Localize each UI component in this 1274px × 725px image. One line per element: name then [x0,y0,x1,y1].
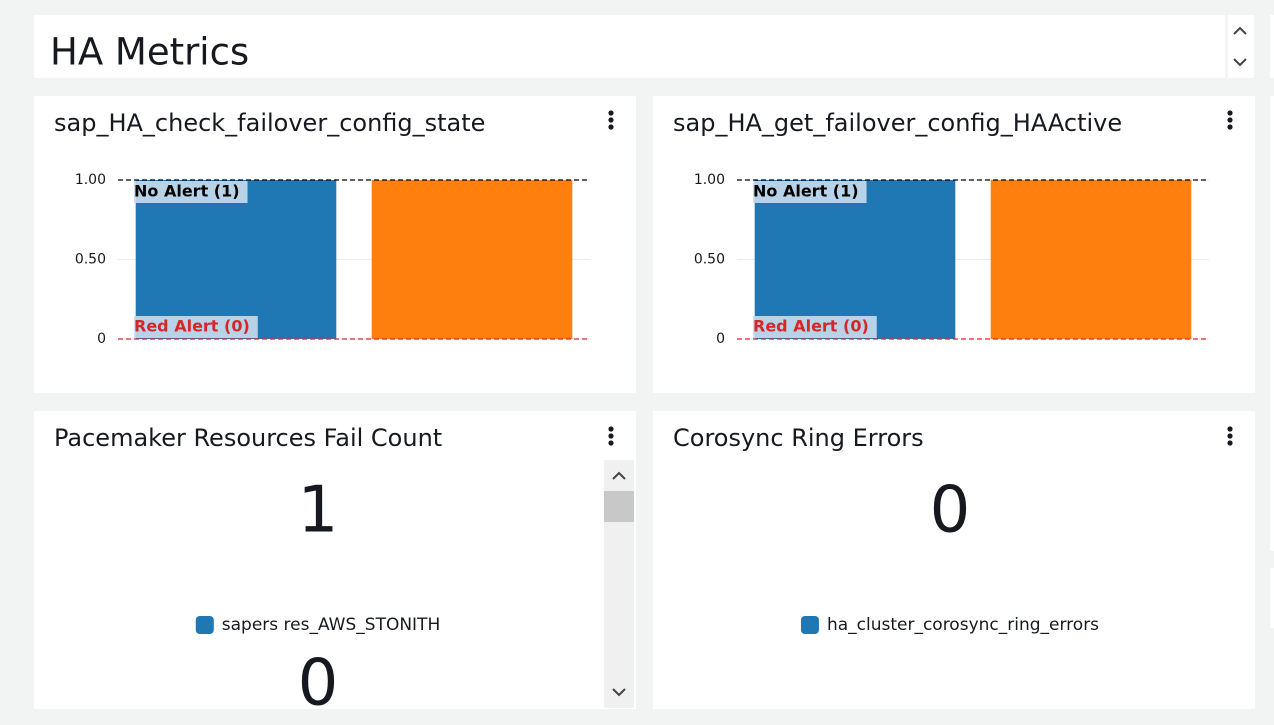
widget-title: Pacemaker Resources Fail Count [54,424,442,452]
menu-dot [608,117,614,123]
edge-panel [1270,568,1274,628]
bar [990,180,1192,339]
scrollbar-thumb [604,491,634,522]
scroll-down[interactable] [1233,58,1247,67]
threshold-label: No Alert (1) [753,182,859,201]
widget-content: 0 ha_cluster_corosync_ring_errors [800,474,1099,635]
page-title: HA Metrics [50,31,249,74]
menu-dot [1227,117,1233,123]
menu-dot [608,426,614,432]
y-tick-label: 1.00 [694,172,725,188]
scroll-up[interactable] [612,471,626,480]
menu-dot [1227,124,1233,130]
legend-swatch [195,616,214,634]
header-scrollbar [1228,15,1254,78]
scroll-up[interactable] [1233,26,1247,35]
y-tick-label: 0.50 [694,252,725,268]
menu-dot [1227,426,1233,432]
menu-dot [608,124,614,130]
stat-value: 0 [930,474,971,548]
header-panel [34,15,1225,78]
menu-dot [1227,110,1233,116]
bar [754,180,956,339]
legend-swatch [800,616,819,634]
legend-label: ha_cluster_corosync_ring_errors [827,615,1099,635]
edge-panel [1270,15,1274,78]
stat-value: 0 [298,647,339,721]
threshold-label-bg [134,316,258,338]
y-tick-label: 0 [97,331,106,347]
widget-panel [34,411,636,709]
widget-title: Corosync Ring Errors [673,424,924,452]
y-tick-label: 1.00 [75,172,106,188]
stat-value: 1 [298,474,339,548]
menu-dot [608,110,614,116]
y-tick-label: 0 [716,331,725,347]
widget-panel [653,411,1255,709]
menu-dot [1227,440,1233,446]
threshold-label-bg [753,181,867,203]
bar [371,180,573,339]
legend-label: sapers res_AWS_STONITH [222,615,440,635]
widget-content: 1 sapers res_AWS_STONITH 0 [195,474,440,721]
widget-title: sap_HA_check_failover_config_state [54,109,485,137]
menu-dot [608,440,614,446]
menu-dot [1227,433,1233,439]
widget-title: sap_HA_get_failover_config_HAActive [673,109,1122,137]
threshold-label-bg [134,181,248,203]
menu-dot [608,433,614,439]
threshold-label: Red Alert (0) [134,317,250,336]
edge-panel [1270,96,1274,551]
threshold-label-bg [753,316,877,338]
y-tick-label: 0.50 [75,252,106,268]
scroll-down[interactable] [612,688,626,697]
threshold-label: No Alert (1) [134,182,240,201]
threshold-label: Red Alert (0) [753,317,869,336]
bar [135,180,337,339]
